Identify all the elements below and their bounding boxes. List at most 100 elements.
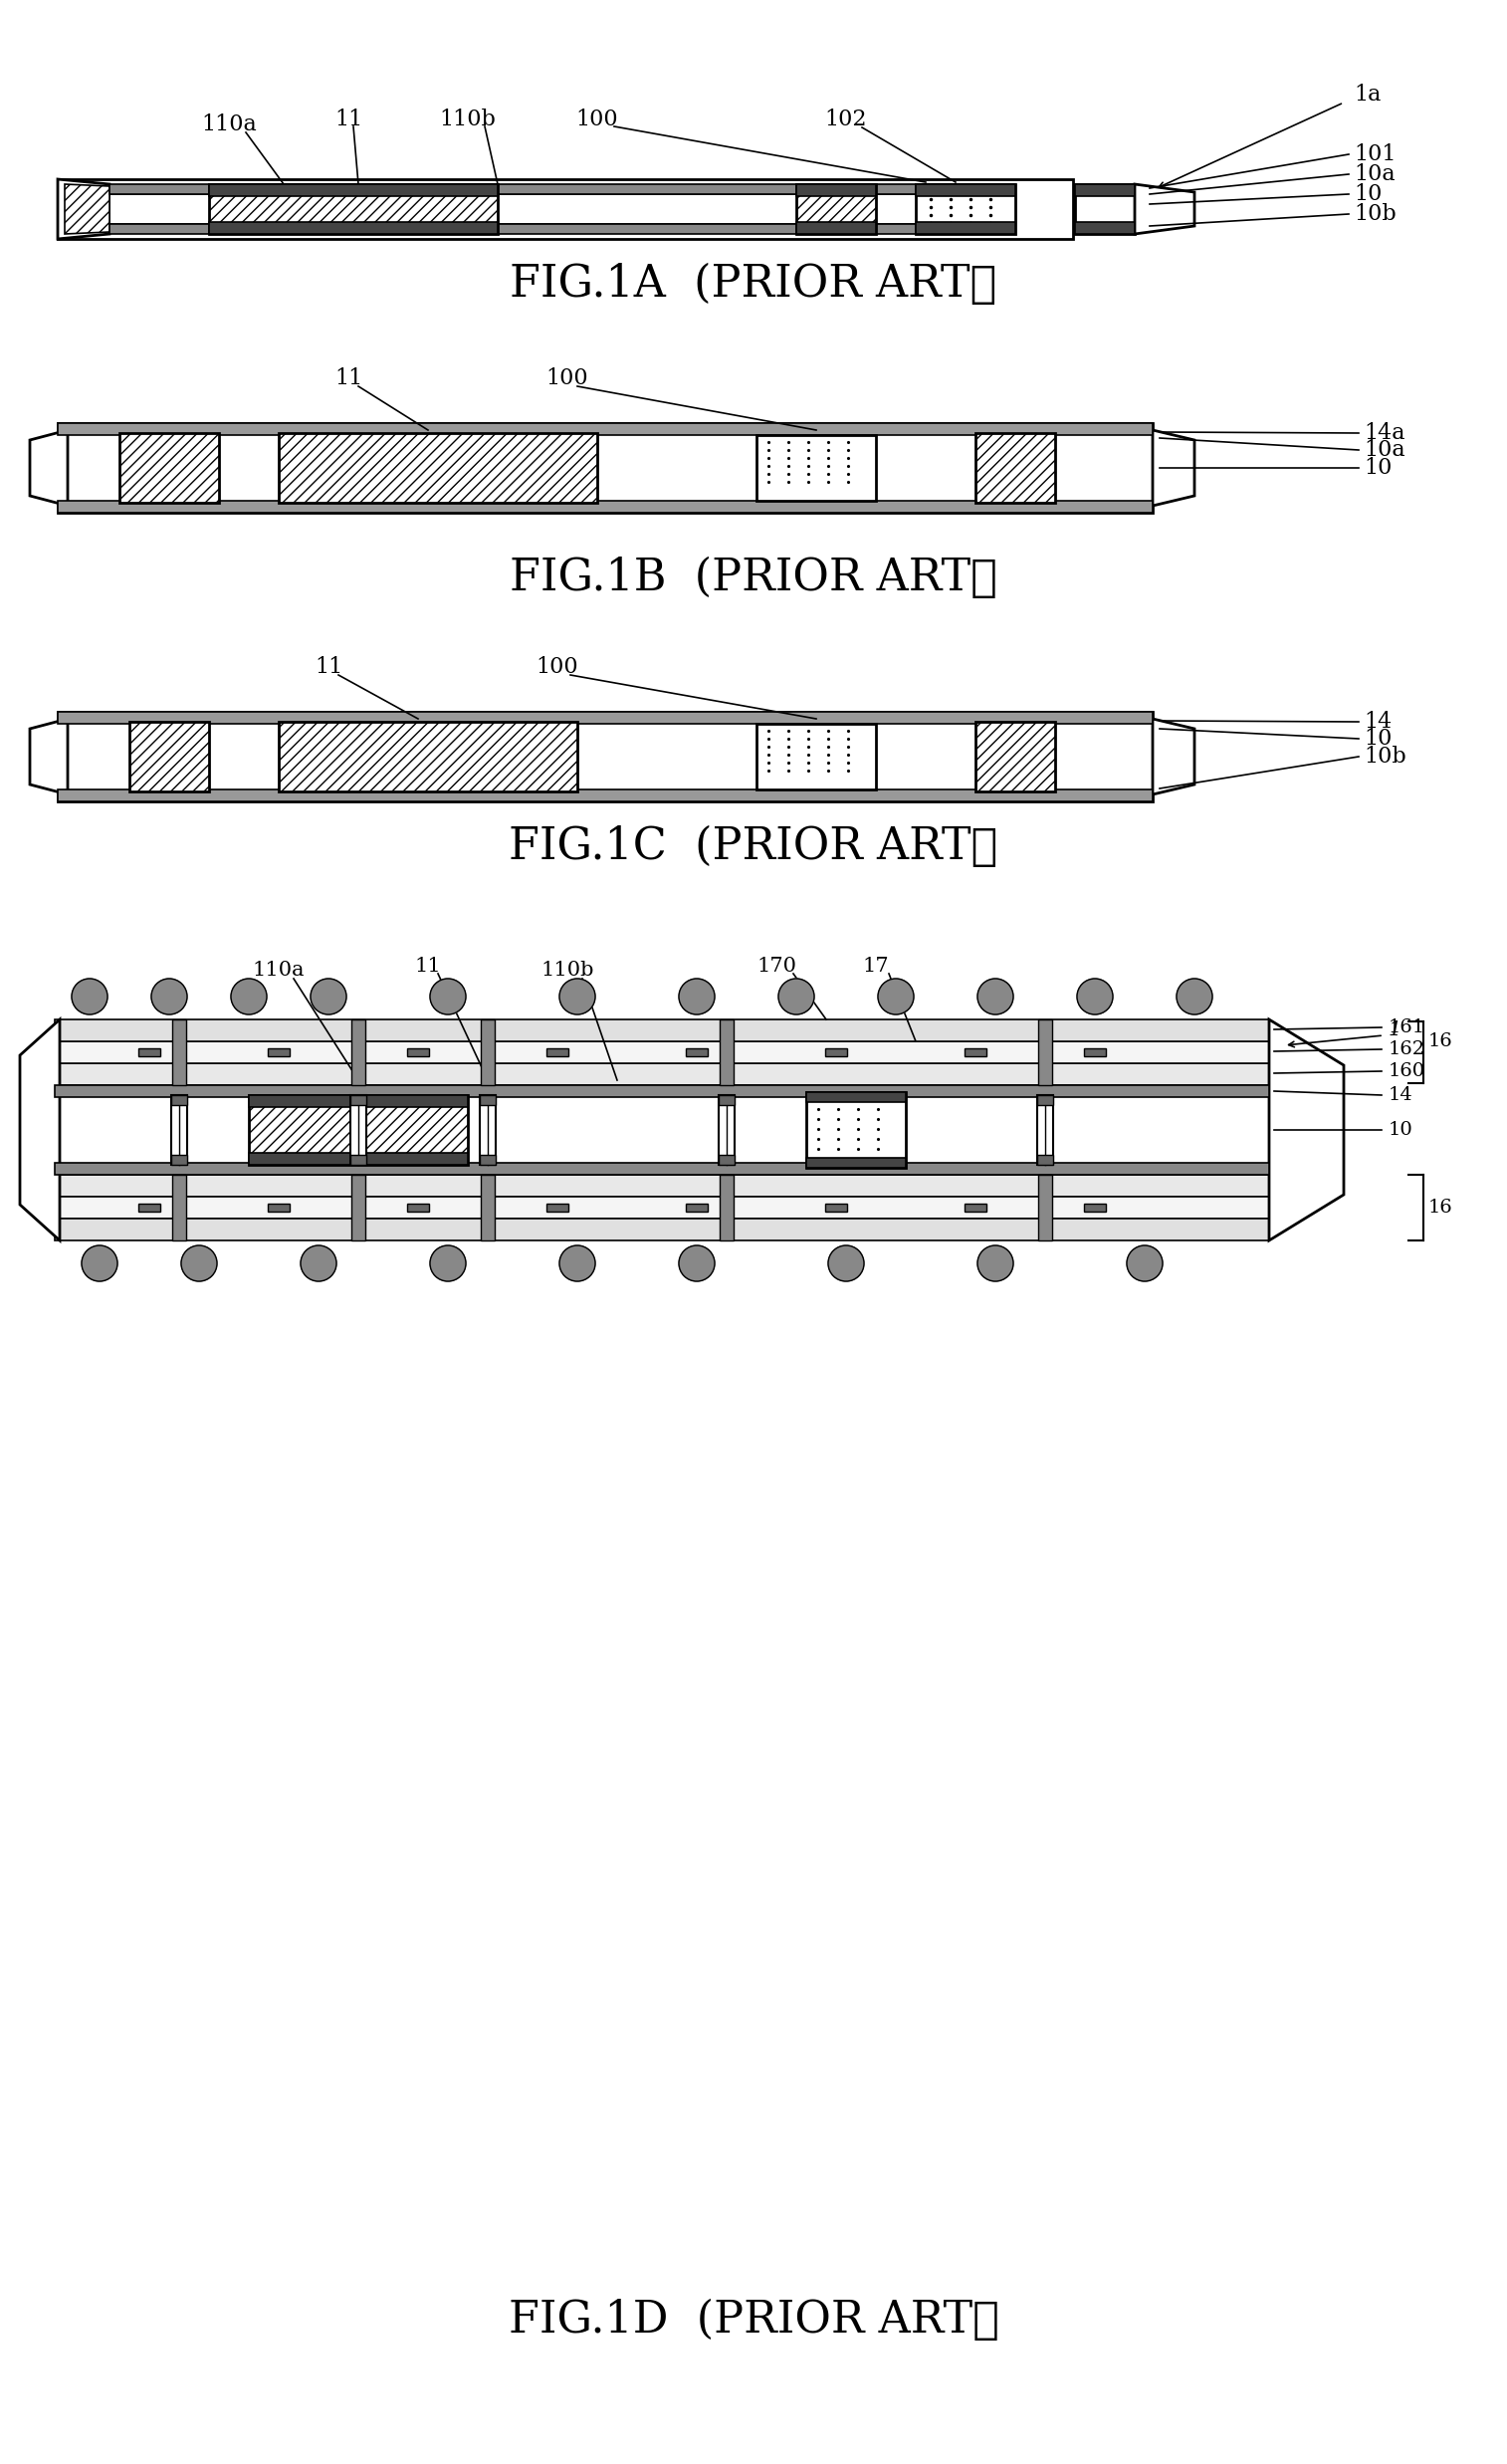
- Bar: [54, 1084, 1269, 1175]
- Text: FIG.1A  (PRIOR ART）: FIG.1A (PRIOR ART）: [509, 261, 998, 306]
- Text: 102: 102: [824, 108, 867, 131]
- Bar: [209, 185, 497, 234]
- Bar: [479, 1094, 496, 1104]
- Text: 14: 14: [1364, 710, 1392, 732]
- Text: 170: 170: [757, 956, 796, 976]
- Text: 10: 10: [1353, 182, 1382, 205]
- Bar: [57, 788, 1153, 801]
- Text: 11: 11: [335, 367, 363, 389]
- Text: 110a: 110a: [202, 113, 256, 136]
- Bar: [757, 724, 876, 788]
- Text: 14a: 14a: [1364, 421, 1405, 444]
- Bar: [54, 1042, 1269, 1064]
- Circle shape: [678, 1244, 714, 1281]
- Bar: [1074, 185, 1135, 234]
- Text: FIG.1B  (PRIOR ART）: FIG.1B (PRIOR ART）: [509, 557, 998, 599]
- Circle shape: [559, 1244, 595, 1281]
- Bar: [547, 1047, 568, 1057]
- Bar: [209, 185, 497, 197]
- Bar: [249, 1153, 467, 1165]
- Text: 10b: 10b: [1364, 747, 1406, 769]
- Text: FIG.1C  (PRIOR ART）: FIG.1C (PRIOR ART）: [509, 825, 998, 867]
- Text: 10: 10: [1364, 456, 1392, 478]
- Polygon shape: [1153, 431, 1195, 505]
- Bar: [57, 424, 1153, 436]
- Bar: [139, 1202, 160, 1212]
- Bar: [964, 1047, 987, 1057]
- Polygon shape: [20, 1020, 60, 1239]
- Polygon shape: [1135, 185, 1195, 234]
- Bar: [57, 500, 1153, 513]
- Bar: [130, 722, 209, 791]
- Bar: [1074, 185, 1135, 197]
- Circle shape: [310, 978, 347, 1015]
- Text: 100: 100: [546, 367, 589, 389]
- Text: 110a: 110a: [253, 961, 304, 981]
- Bar: [351, 1020, 365, 1084]
- Bar: [57, 180, 1073, 239]
- Circle shape: [181, 1244, 217, 1281]
- Circle shape: [300, 1244, 336, 1281]
- Text: 100: 100: [576, 108, 618, 131]
- Bar: [1037, 1094, 1053, 1104]
- Bar: [719, 1094, 734, 1165]
- Bar: [351, 1175, 365, 1239]
- Bar: [279, 434, 597, 503]
- Bar: [350, 1156, 366, 1165]
- Bar: [350, 1094, 366, 1104]
- Circle shape: [429, 978, 466, 1015]
- Text: 10b: 10b: [1353, 202, 1397, 224]
- Bar: [719, 1094, 734, 1104]
- Circle shape: [1078, 978, 1112, 1015]
- Polygon shape: [30, 719, 68, 793]
- Bar: [916, 185, 1016, 197]
- Bar: [110, 185, 955, 195]
- Bar: [1038, 1175, 1052, 1239]
- Bar: [1037, 1094, 1053, 1165]
- Polygon shape: [1153, 719, 1195, 793]
- Bar: [209, 222, 497, 234]
- Text: 14: 14: [1388, 1087, 1414, 1104]
- Bar: [796, 185, 876, 234]
- Bar: [1084, 1047, 1106, 1057]
- Circle shape: [559, 978, 595, 1015]
- Bar: [268, 1047, 289, 1057]
- Circle shape: [429, 1244, 466, 1281]
- Text: 11: 11: [414, 956, 442, 976]
- Circle shape: [81, 1244, 118, 1281]
- Bar: [757, 436, 876, 500]
- Text: 161: 161: [1388, 1018, 1426, 1037]
- Bar: [1074, 222, 1135, 234]
- Bar: [407, 1202, 429, 1212]
- Text: FIG.1D  (PRIOR ART）: FIG.1D (PRIOR ART）: [508, 2299, 999, 2341]
- Bar: [1037, 1156, 1053, 1165]
- Circle shape: [978, 978, 1013, 1015]
- Bar: [139, 1047, 160, 1057]
- Circle shape: [978, 1244, 1013, 1281]
- Text: 160: 160: [1388, 1062, 1426, 1079]
- Bar: [119, 434, 219, 503]
- Bar: [407, 1047, 429, 1057]
- Text: 100: 100: [536, 655, 579, 678]
- Text: 10: 10: [1364, 727, 1392, 749]
- Bar: [268, 1202, 289, 1212]
- Text: 162: 162: [1388, 1040, 1426, 1057]
- Text: 101: 101: [1353, 143, 1395, 165]
- Bar: [54, 1220, 1269, 1239]
- Text: 17: 17: [862, 956, 889, 976]
- Bar: [719, 1156, 734, 1165]
- Bar: [110, 195, 955, 224]
- Bar: [479, 1156, 496, 1165]
- Polygon shape: [65, 185, 110, 234]
- Bar: [964, 1202, 987, 1212]
- Bar: [57, 712, 1153, 801]
- Circle shape: [779, 978, 814, 1015]
- Bar: [975, 722, 1055, 791]
- Bar: [686, 1202, 708, 1212]
- Bar: [479, 1094, 496, 1165]
- Text: 10a: 10a: [1364, 439, 1405, 461]
- Bar: [826, 1047, 847, 1057]
- Bar: [916, 222, 1016, 234]
- Bar: [172, 1094, 187, 1104]
- Bar: [796, 185, 876, 197]
